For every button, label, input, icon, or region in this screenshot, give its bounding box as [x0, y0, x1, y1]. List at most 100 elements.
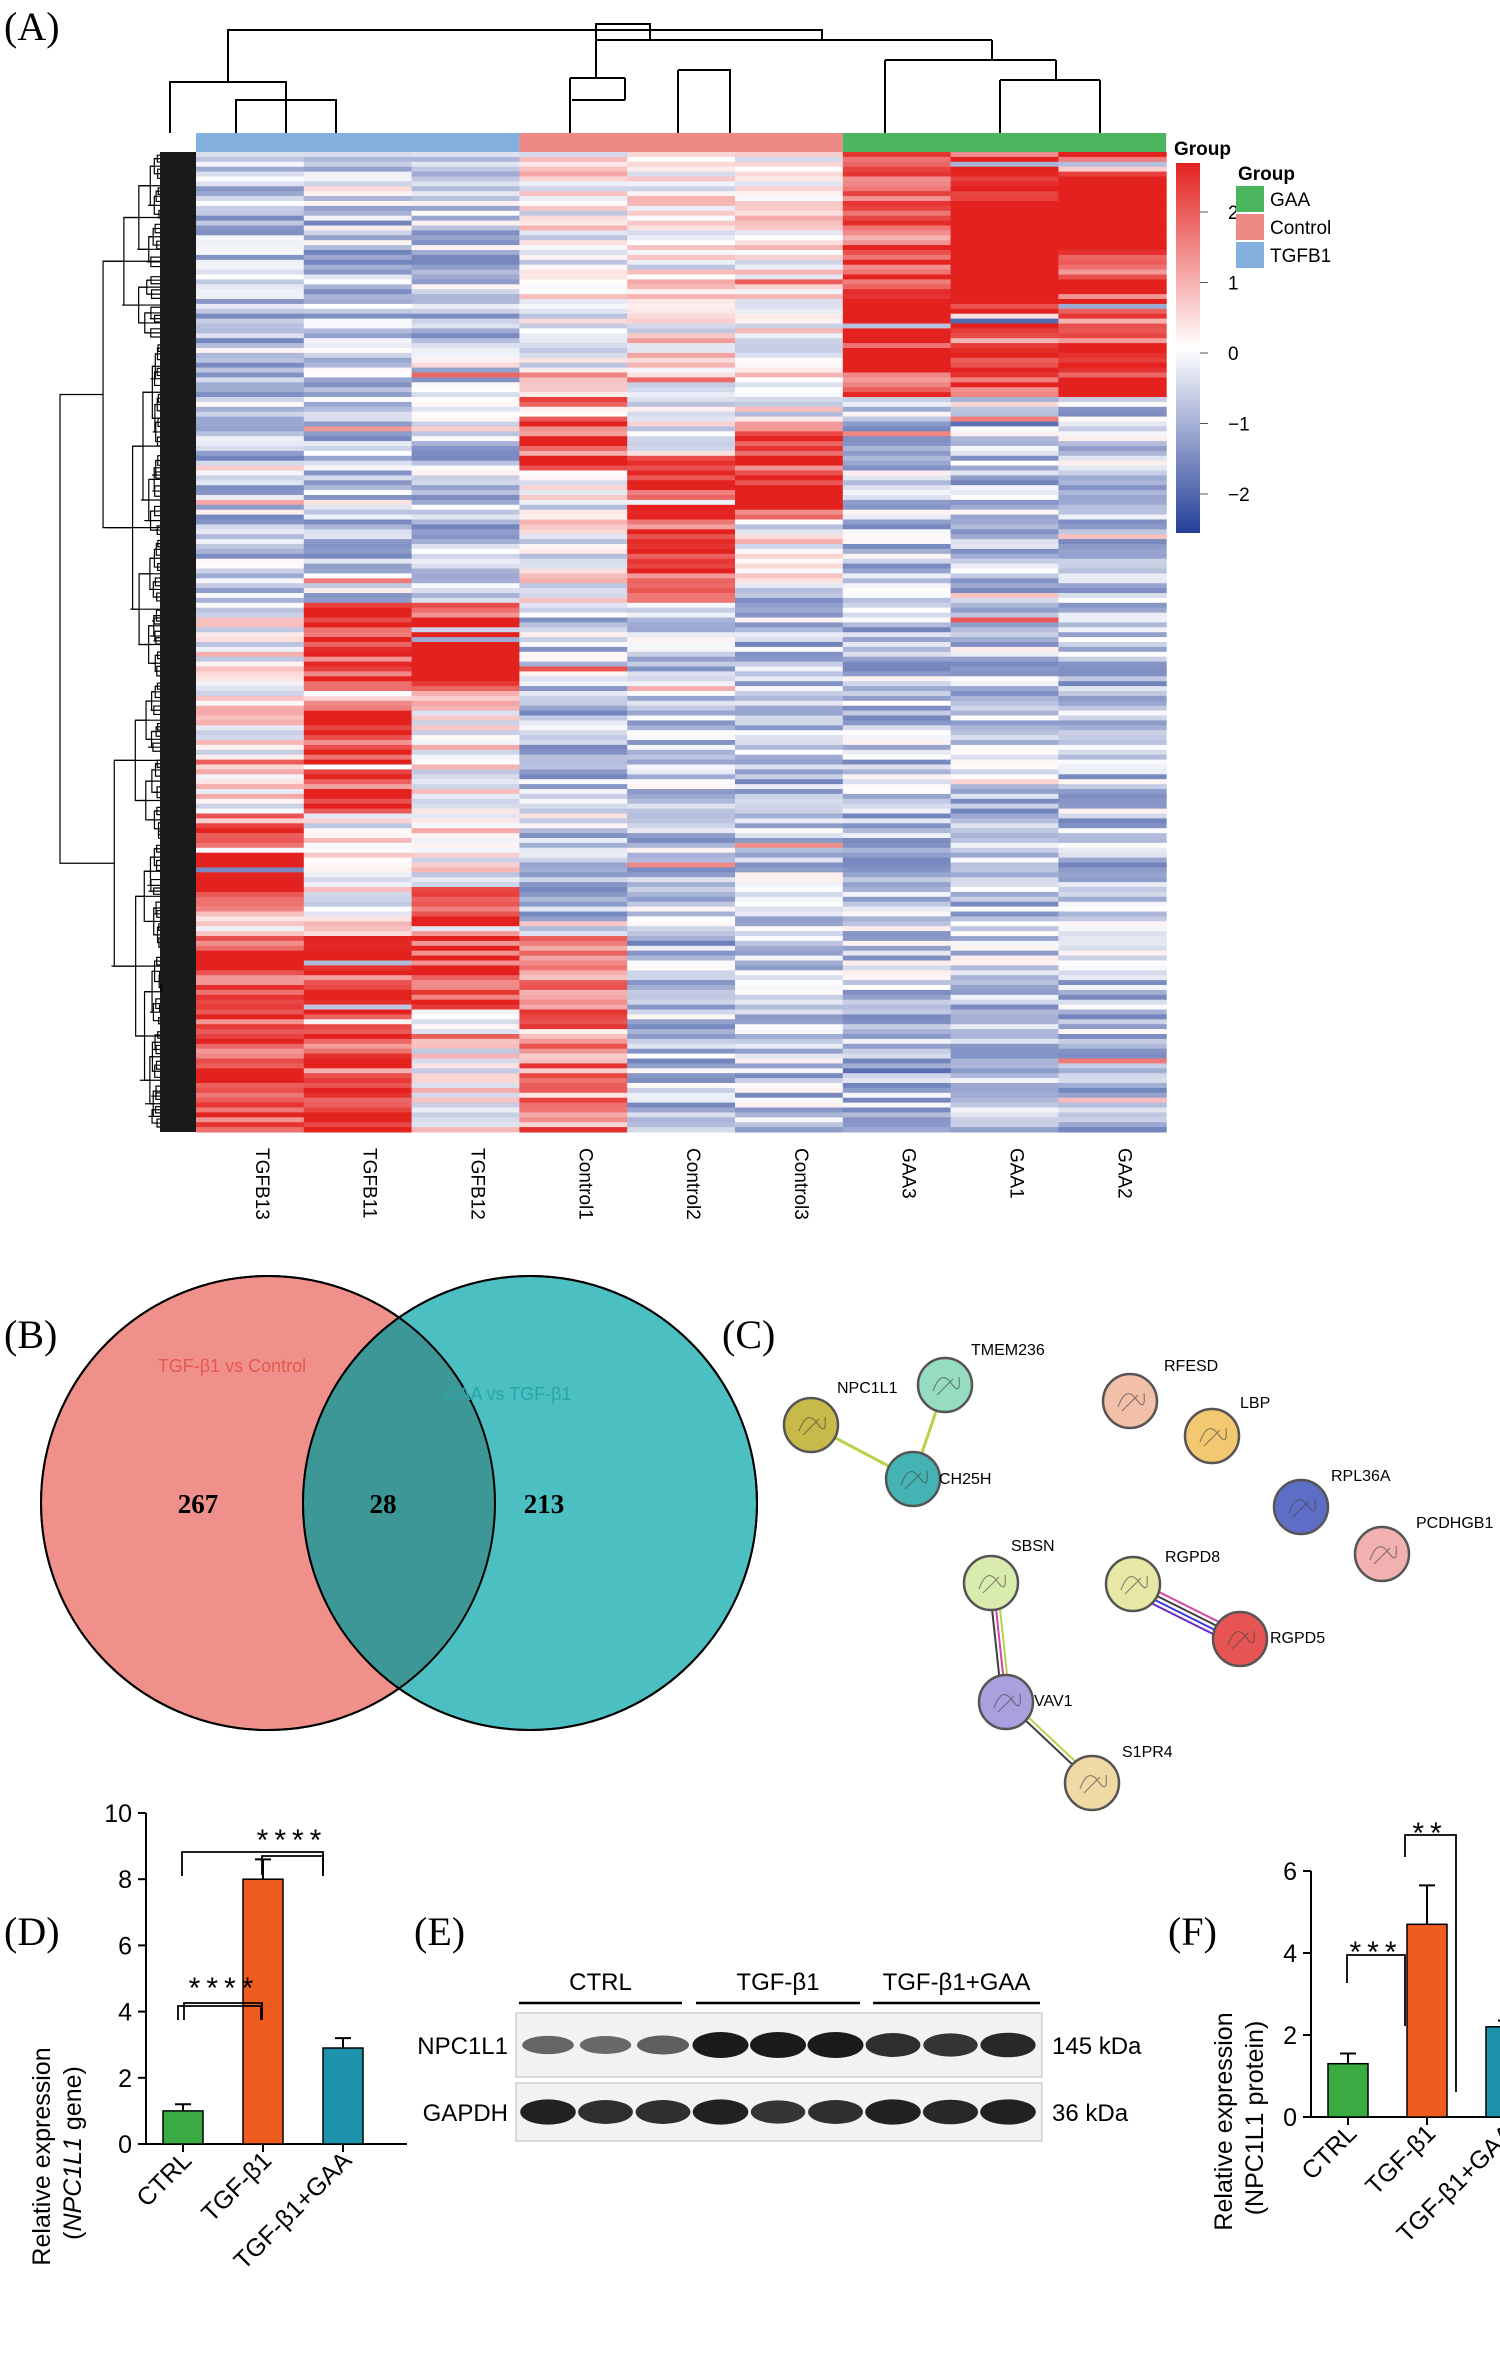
heatmap-cell [303, 1073, 413, 1079]
heatmap-cell [1058, 1024, 1167, 1030]
heatmap-cell [303, 926, 413, 932]
heatmap-cell [411, 348, 520, 354]
heatmap-cell [196, 328, 305, 334]
heatmap-cell [1058, 887, 1167, 893]
heatmap-cell [842, 485, 952, 491]
heatmap-cell [1058, 1087, 1167, 1094]
bracket-tgf-gaa [1404, 1834, 1457, 2092]
ylabel-line1: Relative expression [28, 2047, 56, 2265]
heatmap-cell [627, 744, 736, 751]
heatmap-cell [950, 573, 1059, 579]
heatmap-cell [735, 686, 844, 692]
heatmap-cell [735, 617, 844, 623]
heatmap-cell [1058, 691, 1167, 697]
heatmap-cell [519, 1043, 628, 1050]
heatmap-cell [627, 235, 736, 241]
heatmap-cell [842, 666, 952, 672]
heatmap-cell [950, 754, 1059, 761]
heatmap-cell [735, 691, 844, 697]
y-tick-label: 4 [118, 1999, 132, 2027]
heatmap-cell [196, 798, 305, 805]
heatmap-cell [303, 989, 413, 996]
heatmap-cell [1058, 931, 1167, 937]
heatmap-cell [303, 740, 413, 746]
heatmap-cell [303, 225, 413, 231]
heatmap-cell [303, 833, 413, 839]
heatmap-cell [411, 759, 520, 765]
heatmap-cell [950, 852, 1059, 859]
heatmap-cell [196, 568, 305, 574]
heatmap-cell [303, 578, 413, 584]
blot-band [750, 2032, 806, 2058]
heatmap-cell [196, 152, 305, 158]
heatmap-cell [196, 553, 305, 560]
heatmap-cell [1058, 744, 1167, 751]
protein-structure-icon [1227, 1630, 1255, 1650]
heatmap-cell [196, 985, 305, 991]
heatmap-cell [519, 700, 628, 707]
heatmap-cell [735, 1034, 844, 1040]
heatmap-cell [842, 1053, 952, 1059]
heatmap-cell [303, 955, 413, 961]
heatmap-cell [627, 215, 736, 222]
heatmap-cell [196, 264, 305, 271]
heatmap-cell [1058, 509, 1167, 516]
heatmap-cell [196, 597, 305, 604]
heatmap-cell [950, 475, 1059, 481]
heatmap-cell [627, 906, 736, 912]
heatmap-cell [519, 166, 628, 173]
heatmap-cell [735, 588, 844, 594]
heatmap-cell [303, 519, 413, 525]
heatmap-cell [196, 250, 305, 256]
heatmap-cell [1058, 519, 1167, 525]
heatmap-cell [303, 1009, 413, 1015]
heatmap-cell [196, 975, 305, 981]
heatmap-cell [842, 735, 952, 741]
heatmap-cell [196, 759, 305, 765]
heatmap-cell [950, 1048, 1059, 1055]
heatmap-cell [519, 480, 628, 486]
heatmap-cell [1058, 357, 1167, 364]
heatmap-cell [735, 656, 844, 663]
heatmap-cell [627, 1107, 736, 1113]
heatmap-cell [950, 828, 1059, 834]
heatmap-cell [950, 171, 1059, 177]
heatmap-cell [411, 857, 520, 863]
heatmap-cell [627, 828, 736, 834]
heatmap-cell [196, 1043, 305, 1050]
heatmap-cell [627, 529, 736, 535]
heatmap-cell [735, 950, 844, 957]
heatmap-cell [1058, 749, 1167, 756]
heatmap-cell [519, 975, 628, 981]
heatmap-cell [1058, 901, 1167, 908]
heatmap-cell [950, 666, 1059, 672]
heatmap-cell [627, 686, 736, 692]
heatmap-cell [735, 303, 844, 310]
y-tick-label: 6 [118, 1932, 132, 1960]
heatmap-cell [842, 857, 952, 863]
heatmap-cell [519, 695, 628, 702]
heatmap-cell [303, 201, 413, 207]
heatmap-cell [950, 989, 1059, 996]
heatmap-cell [842, 779, 952, 785]
heatmap-cell [842, 411, 952, 418]
heatmap-cell [196, 1078, 305, 1084]
heatmap-cell [1058, 779, 1167, 785]
heatmap-cell [1058, 431, 1167, 437]
heatmap-cell [950, 514, 1059, 520]
heatmap-cell [196, 514, 305, 520]
heatmap-cell [735, 161, 844, 168]
heatmap-cell [196, 308, 305, 315]
heatmap-cell [411, 294, 520, 300]
heatmap-cell [842, 705, 952, 712]
heatmap-cell [950, 544, 1059, 550]
heatmap-cell [627, 308, 736, 315]
heatmap-cell [196, 495, 305, 501]
heatmap-cell [1058, 818, 1167, 824]
heatmap-cell [1058, 642, 1167, 648]
heatmap-cell [735, 1048, 844, 1055]
heatmap-cell [1058, 661, 1167, 667]
heatmap-cell [303, 1127, 413, 1133]
heatmap-cell [519, 1102, 628, 1108]
heatmap-cell [735, 176, 844, 182]
